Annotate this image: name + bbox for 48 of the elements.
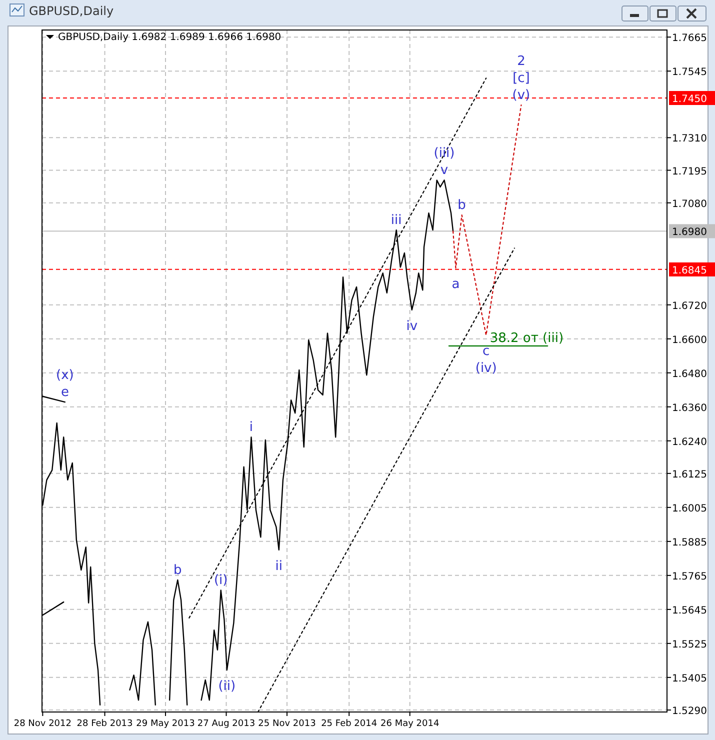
- y-tick-label: 1.7080: [672, 198, 707, 210]
- y-tick-label: 1.5885: [672, 537, 707, 548]
- series-label: 38.2 от (iii): [490, 330, 564, 346]
- annotation: c: [482, 344, 490, 360]
- annotation: b: [458, 198, 466, 214]
- y-tick-label: 1.5645: [672, 605, 707, 616]
- y-tick-label: 1.6005: [672, 503, 707, 514]
- annotation: (i): [214, 573, 228, 588]
- x-tick-label: 26 May 2014: [380, 719, 440, 729]
- x-tick-label: 25 Feb 2014: [321, 719, 378, 729]
- y-tick-label: 1.6240: [672, 436, 707, 448]
- x-tick-label: 28 Feb 2013: [76, 719, 133, 729]
- y-tick-label: 1.6360: [672, 402, 707, 414]
- y-tick-label: 1.5290: [672, 706, 707, 718]
- annotation: (iv): [475, 361, 497, 376]
- chart-subtitle: GBPUSD,Daily 1.6982 1.6989 1.6966 1.6980: [58, 32, 282, 43]
- y-tick-label: 1.7545: [672, 67, 707, 78]
- ref-line-label: 1.6845: [672, 265, 707, 276]
- ref-line-label: 1.7450: [672, 94, 707, 105]
- x-tick-label: 28 Nov 2012: [14, 719, 72, 729]
- annotation: (ii): [218, 679, 236, 694]
- y-tick-label: 1.6720: [672, 300, 707, 312]
- annotation: (iii): [434, 146, 455, 162]
- x-tick-label: 29 May 2013: [136, 719, 195, 729]
- y-tick-label: 1.5405: [672, 673, 707, 684]
- y-tick-label: 1.5525: [672, 639, 707, 650]
- annotation: (x): [56, 368, 74, 384]
- y-tick-label: 1.6480: [672, 368, 707, 380]
- annotation: ii: [275, 558, 283, 574]
- x-tick-label: 27 Aug 2013: [197, 719, 256, 729]
- annotation: a: [452, 277, 460, 292]
- y-tick-label: 1.7310: [672, 134, 707, 145]
- y-tick-label: 1.7665: [672, 33, 707, 44]
- annotation: v: [440, 163, 448, 178]
- annotation: [c]: [512, 71, 530, 86]
- annotation: b: [174, 562, 182, 578]
- annotation: e: [60, 385, 69, 400]
- annotation: iv: [406, 318, 418, 334]
- y-tick-label: 1.6125: [672, 469, 707, 480]
- y-tick-label: 1.7195: [672, 166, 707, 178]
- ref-line-label: 1.6980: [672, 227, 707, 238]
- chart-title: GBPUSD,Daily: [29, 4, 114, 18]
- annotation: 2: [517, 54, 526, 70]
- annotation: i: [249, 420, 254, 436]
- annotation: iii: [390, 213, 402, 228]
- y-tick-label: 1.5765: [672, 571, 707, 582]
- y-tick-label: 1.6600: [672, 334, 707, 346]
- x-tick-label: 25 Nov 2013: [258, 719, 316, 729]
